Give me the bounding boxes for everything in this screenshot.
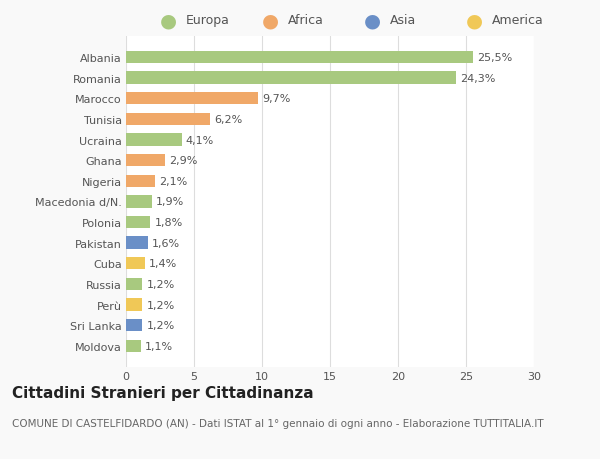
Bar bbox=[126, 257, 145, 270]
Bar bbox=[126, 216, 151, 229]
Text: 1,8%: 1,8% bbox=[155, 218, 183, 228]
Text: 1,4%: 1,4% bbox=[149, 259, 178, 269]
Bar bbox=[126, 134, 182, 146]
Text: Africa: Africa bbox=[288, 14, 324, 27]
Text: ●: ● bbox=[262, 11, 278, 30]
Bar bbox=[126, 113, 211, 126]
Text: 1,9%: 1,9% bbox=[156, 197, 184, 207]
Text: America: America bbox=[492, 14, 544, 27]
Text: Cittadini Stranieri per Cittadinanza: Cittadini Stranieri per Cittadinanza bbox=[12, 386, 314, 401]
Text: Asia: Asia bbox=[390, 14, 416, 27]
Text: 24,3%: 24,3% bbox=[461, 73, 496, 84]
Text: ●: ● bbox=[160, 11, 176, 30]
Bar bbox=[126, 155, 166, 167]
Text: 1,6%: 1,6% bbox=[152, 238, 180, 248]
Text: 25,5%: 25,5% bbox=[477, 53, 512, 63]
Bar bbox=[126, 278, 142, 291]
Text: 2,1%: 2,1% bbox=[158, 176, 187, 186]
Bar bbox=[126, 237, 148, 249]
Text: 2,9%: 2,9% bbox=[170, 156, 198, 166]
Bar bbox=[126, 319, 142, 331]
Text: 6,2%: 6,2% bbox=[214, 115, 242, 125]
Bar bbox=[126, 340, 141, 352]
Text: Europa: Europa bbox=[186, 14, 230, 27]
Bar bbox=[126, 73, 457, 84]
Bar bbox=[126, 175, 155, 188]
Text: 1,2%: 1,2% bbox=[146, 320, 175, 330]
Text: 1,1%: 1,1% bbox=[145, 341, 173, 351]
Bar bbox=[126, 93, 258, 105]
Text: 4,1%: 4,1% bbox=[186, 135, 214, 145]
Text: ●: ● bbox=[466, 11, 482, 30]
Bar bbox=[126, 196, 152, 208]
Bar bbox=[126, 52, 473, 64]
Bar bbox=[126, 299, 142, 311]
Text: COMUNE DI CASTELFIDARDO (AN) - Dati ISTAT al 1° gennaio di ogni anno - Elaborazi: COMUNE DI CASTELFIDARDO (AN) - Dati ISTA… bbox=[12, 418, 544, 428]
Text: 1,2%: 1,2% bbox=[146, 300, 175, 310]
Text: ●: ● bbox=[364, 11, 380, 30]
Text: 9,7%: 9,7% bbox=[262, 94, 290, 104]
Text: 1,2%: 1,2% bbox=[146, 279, 175, 289]
